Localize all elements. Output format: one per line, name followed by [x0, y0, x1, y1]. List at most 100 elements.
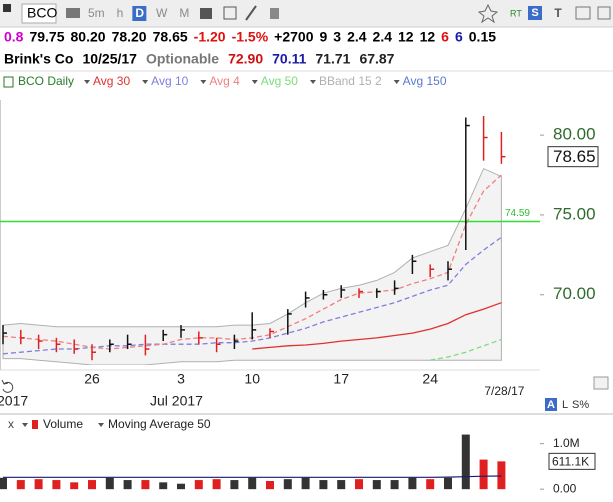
company-line-item: 71.71 — [315, 51, 350, 67]
scan-label[interactable]: S — [531, 7, 538, 19]
volume-bar — [426, 479, 435, 490]
moving-average-line — [2, 236, 502, 355]
refresh-icon[interactable] — [1, 379, 14, 393]
scale-button[interactable]: S% — [572, 399, 589, 411]
legend-arrow — [98, 423, 105, 427]
quote-line-item: 6 — [455, 29, 463, 45]
company-line-item: Optionable — [146, 51, 219, 67]
quote-line-item: 78.65 — [153, 29, 188, 45]
volume-bar — [479, 459, 488, 490]
legend-entry[interactable]: BBand 15 2 — [319, 74, 382, 88]
volume-bar — [230, 480, 239, 490]
volume-bar — [461, 434, 470, 490]
volume-bar — [372, 480, 381, 490]
legend-entry[interactable]: Avg 30 — [93, 74, 130, 88]
volume-bar — [497, 461, 506, 490]
scan-button[interactable] — [528, 6, 542, 20]
interval-button[interactable]: h — [117, 6, 124, 20]
bollinger-band — [2, 167, 502, 365]
legend-entry[interactable]: Avg 10 — [151, 74, 188, 88]
volume-bar — [177, 483, 185, 490]
horizontal-level-label: 74.59 — [505, 208, 530, 219]
scale-button[interactable]: L — [562, 399, 568, 411]
quote-line-item: -1.20 — [194, 29, 226, 45]
volume-bar — [194, 480, 203, 490]
legend-swatch — [32, 420, 38, 429]
legend-chart-name[interactable]: BCO Daily — [18, 74, 74, 88]
y-tick-label: 0.00 — [553, 481, 577, 495]
close-icon[interactable] — [597, 6, 611, 20]
legend-entry[interactable]: Avg 4 — [209, 74, 240, 88]
last-price-label: 78.65 — [553, 147, 596, 166]
symbol-box[interactable] — [21, 3, 57, 24]
scale-buttons: A L S% — [545, 398, 589, 411]
quote-line-item: 80.20 — [71, 29, 106, 45]
add-icon[interactable] — [223, 6, 237, 20]
y-tick-label: 80.00 — [553, 125, 596, 144]
legend-arrow — [84, 80, 91, 84]
x-tick-label: 10 — [244, 371, 260, 387]
x-tick-label: 7/28/17 — [484, 384, 524, 398]
legend-entry[interactable]: Avg 150 — [403, 74, 447, 88]
quote-line-item: 9 — [319, 29, 327, 45]
x-period-label: Jul 2017 — [150, 393, 203, 409]
realtime-label[interactable]: RT — [510, 8, 522, 18]
x-tick-label: 26 — [84, 371, 100, 387]
legend-entry[interactable]: Moving Average 50 — [108, 417, 211, 431]
interval-button[interactable]: D — [135, 6, 144, 20]
volume-bar — [319, 480, 328, 490]
legend-entry[interactable]: Volume — [43, 417, 83, 431]
company-line-item: 70.11 — [272, 51, 306, 67]
symbol-input[interactable]: BCO — [27, 5, 57, 21]
interval-button[interactable]: 5m — [88, 6, 105, 20]
window-icon[interactable] — [575, 6, 591, 20]
chart-type-icon[interactable] — [200, 8, 212, 19]
close-pane-button[interactable]: x — [8, 417, 14, 431]
interval-button[interactable]: M — [179, 6, 189, 20]
scale-button[interactable]: A — [547, 399, 555, 411]
print-icon[interactable] — [66, 8, 80, 18]
company-line-item: 72.90 — [228, 51, 263, 67]
quote-line-item: 12 — [420, 29, 436, 45]
pin-icon[interactable] — [3, 4, 11, 12]
volume-bar — [212, 479, 221, 490]
volume-bar — [159, 482, 168, 490]
draw-icon[interactable] — [245, 5, 257, 21]
volume-bar — [444, 477, 452, 490]
quote-line-item: -1.5% — [232, 29, 269, 45]
legend-arrow — [393, 80, 400, 84]
volume-bar — [34, 479, 43, 490]
interval-button[interactable]: W — [156, 6, 168, 20]
legend-arrow — [309, 80, 316, 84]
volume-bar — [248, 477, 257, 490]
watch-icon[interactable] — [477, 3, 499, 24]
tool-icon[interactable] — [270, 8, 279, 19]
volume-moving-average — [3, 475, 502, 478]
quote-line-item: 0.15 — [469, 29, 496, 45]
volume-bar — [123, 480, 132, 490]
quote-line-item: 2.4 — [347, 29, 367, 45]
volume-bar — [355, 479, 363, 490]
toolbar — [0, 0, 613, 27]
legend-entry[interactable]: Avg 50 — [261, 74, 298, 88]
company-line: Brink's Co 10/25/17 Optionable 72.90 70.11 71… — [4, 51, 395, 67]
volume-bar — [337, 480, 346, 490]
moving-average-line — [252, 302, 502, 350]
legend-arrow — [22, 423, 28, 427]
legend-arrow — [142, 80, 149, 84]
text-tool-label[interactable]: T — [554, 6, 562, 20]
x-period-label: 2017 — [0, 393, 28, 409]
quote-line-item: 78.20 — [112, 29, 147, 45]
volume-plot: 1.0M 0.00 611.1K — [0, 434, 596, 495]
quote-line-item: 3 — [333, 29, 341, 45]
company-line-item: Brink's Co — [4, 51, 73, 67]
quote-line-item: 2.4 — [373, 29, 393, 45]
price-legend: BCO Daily Avg 30 Avg 10 Avg 4 Avg 50 BBand 15… — [3, 74, 447, 88]
quote-line-item: 6 — [441, 29, 449, 45]
volume-bar — [70, 482, 79, 490]
y-tick-label: 70.00 — [553, 284, 596, 303]
pencil-icon[interactable] — [593, 376, 609, 390]
price-plot: 74.59 26 3 10 17 24 7/28/17 2017 Jul 2017 80.00 75… — [0, 115, 599, 409]
interval-selected — [132, 6, 147, 21]
